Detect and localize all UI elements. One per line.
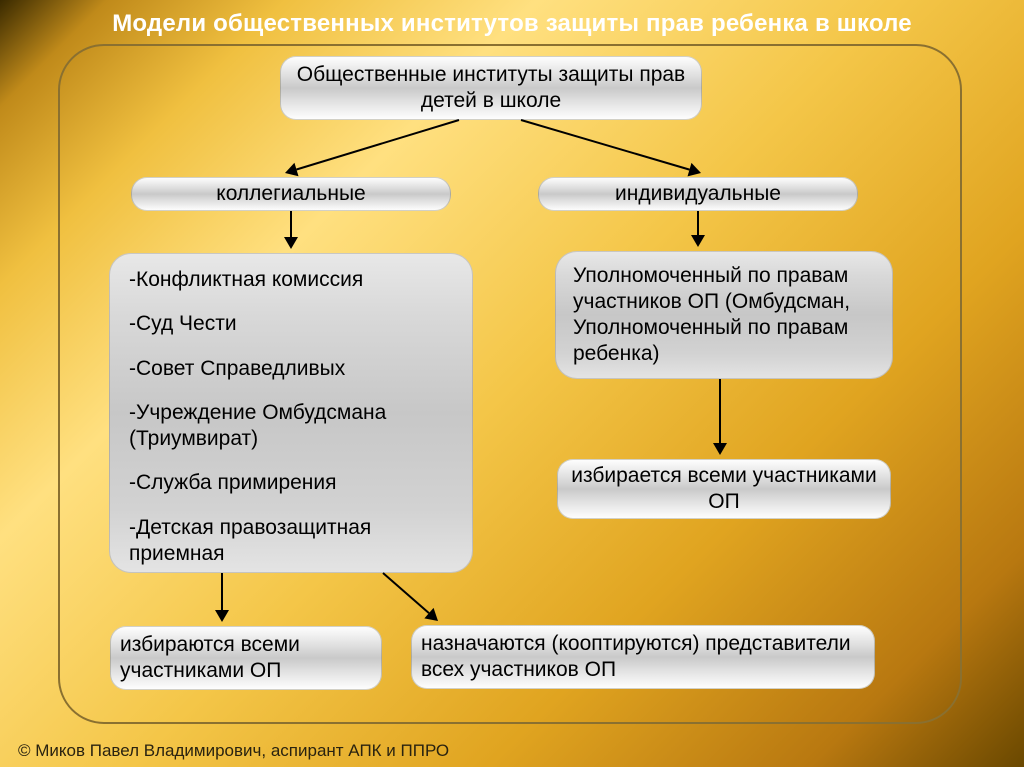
node-individual: индивидуальные: [538, 177, 858, 211]
node-elected-ind-label: избирается всеми участниками ОП: [567, 463, 881, 516]
node-root: Общественные институты защиты прав детей…: [280, 56, 702, 120]
node-appointed: назначаются (кооптируются) представители…: [411, 625, 875, 689]
node-individual-desc-label: Уполномоченный по правам участников ОП (…: [573, 263, 875, 368]
footer-copyright: © Миков Павел Владимирович, аспирант АПК…: [18, 741, 449, 761]
node-individual-desc: Уполномоченный по правам участников ОП (…: [555, 251, 893, 379]
node-appointed-label: назначаются (кооптируются) представители…: [421, 631, 865, 684]
list-item: -Учреждение Омбудсмана (Триумвират): [129, 400, 453, 453]
page-title: Модели общественных институтов защиты пр…: [0, 10, 1024, 38]
list-item: -Суд Чести: [129, 311, 453, 337]
list-item: -Совет Справедливых: [129, 356, 453, 382]
node-elected-coll-label: избираются всеми участниками ОП: [120, 632, 372, 685]
node-root-label: Общественные институты защиты прав детей…: [290, 62, 692, 115]
node-individual-label: индивидуальные: [615, 181, 781, 207]
node-elected-coll: избираются всеми участниками ОП: [110, 626, 382, 690]
node-collegial-label: коллегиальные: [216, 181, 365, 207]
list-item: -Служба примирения: [129, 470, 453, 496]
node-elected-ind: избирается всеми участниками ОП: [557, 459, 891, 519]
node-collegial: коллегиальные: [131, 177, 451, 211]
list-item: -Конфликтная комиссия: [129, 267, 453, 293]
node-collegial-items: -Конфликтная комиссия -Суд Чести -Совет …: [109, 253, 473, 573]
list-item: -Детская правозащитная приемная: [129, 515, 453, 568]
